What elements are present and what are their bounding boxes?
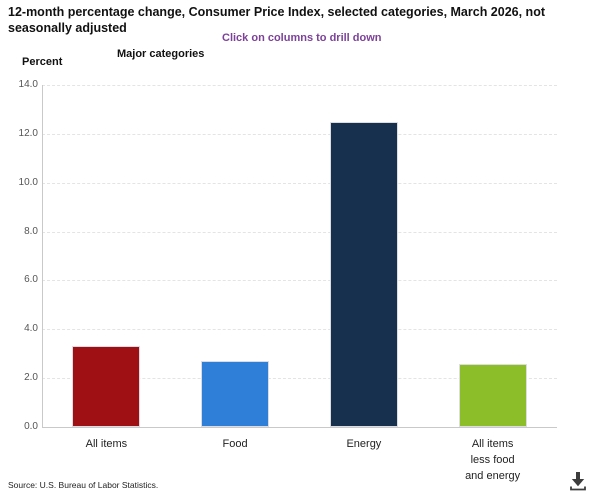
x-axis-line <box>42 427 557 428</box>
bar-all-items-less-food-and-energy[interactable] <box>458 363 527 427</box>
y-axis-line <box>42 85 43 428</box>
y-tick-label: 10.0 <box>18 176 38 188</box>
y-tick-label: 2.0 <box>24 372 38 384</box>
gridline <box>42 280 557 282</box>
y-tick-label: 4.0 <box>24 323 38 335</box>
bar-food[interactable] <box>201 361 270 427</box>
y-tick-label: 8.0 <box>24 225 38 237</box>
gridline <box>42 378 557 380</box>
gridline <box>42 85 557 86</box>
x-label-food: Food <box>222 438 248 450</box>
drilldown-hint: Click on columns to drill down <box>222 32 382 44</box>
source-note: Source: U.S. Bureau of Labor Statistics. <box>8 480 159 490</box>
y-tick-label: 0.0 <box>24 421 38 432</box>
x-axis-title: Major categories <box>117 48 205 60</box>
gridline <box>42 182 557 184</box>
x-label-energy: Energy <box>346 438 382 450</box>
gridline <box>42 329 557 331</box>
y-tick-label: 14.0 <box>18 79 38 90</box>
y-axis-title: Percent <box>22 56 63 68</box>
gridline <box>42 133 557 135</box>
download-icon[interactable] <box>566 468 590 492</box>
y-tick-label: 12.0 <box>18 127 38 139</box>
bar-energy[interactable] <box>329 121 398 427</box>
chart-title: 12-month percentage change, Consumer Pri… <box>8 5 545 35</box>
bar-all-items[interactable] <box>72 346 141 427</box>
x-label-all-items-less-food-and-energy: All items less food and energy <box>465 438 521 482</box>
gridline <box>42 231 557 233</box>
y-tick-label: 6.0 <box>24 274 38 286</box>
x-label-all-items: All items <box>85 438 128 450</box>
